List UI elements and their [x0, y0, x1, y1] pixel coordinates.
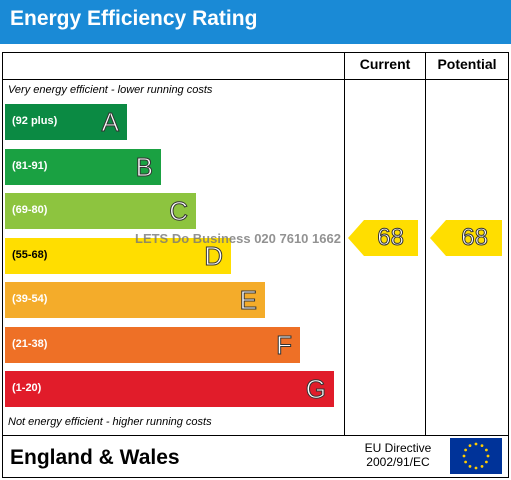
potential-rating-arrow	[430, 220, 502, 256]
band-range-label: (92 plus)	[12, 115, 58, 127]
current-arrow-shape	[348, 220, 418, 256]
band-range-label: (1-20)	[12, 382, 42, 394]
eu-star	[462, 454, 466, 458]
band-a: (92 plus) A	[5, 104, 127, 140]
band-letter: C	[169, 196, 189, 227]
eu-directive-line1: EU Directive	[364, 441, 432, 455]
current-rating-value: 68	[377, 224, 405, 252]
eu-star	[480, 444, 484, 448]
eu-star	[480, 464, 484, 468]
band-d: (55-68) D	[5, 237, 231, 274]
band-letter: F	[276, 329, 293, 360]
band-letter: D	[204, 240, 224, 271]
band-range-label: (55-68)	[12, 248, 48, 261]
potential-rating-value: 68	[461, 224, 489, 252]
eu-directive-line2: 2002/91/EC	[366, 455, 430, 469]
header-row-divider	[2, 79, 509, 80]
eu-star	[484, 448, 488, 452]
band-g: (1-20) G	[5, 371, 334, 407]
page-title: Energy Efficiency Rating	[10, 7, 258, 30]
band-letter: E	[239, 285, 257, 316]
band-letter: B	[135, 151, 153, 182]
note-bottom: Not energy efficient - higher running co…	[8, 416, 212, 428]
header-bar: Energy Efficiency Rating	[0, 0, 511, 44]
rating-frame	[2, 52, 509, 478]
column-header-potential: Potential	[437, 56, 497, 72]
region-label: England & Wales	[10, 446, 180, 469]
current-rating-arrow	[348, 220, 418, 256]
eu-star	[486, 454, 490, 458]
eu-directive: EU Directive 2002/91/EC	[350, 441, 446, 469]
band-letter: G	[305, 374, 326, 405]
eu-star	[464, 460, 468, 464]
eu-flag-icon	[450, 438, 502, 474]
band-e: (39-54) E	[5, 282, 265, 318]
band-b: (81-91) B	[5, 148, 161, 185]
column-divider-current	[344, 52, 345, 435]
band-c: (69-80) C	[5, 193, 196, 229]
eu-star	[474, 466, 478, 470]
band-range-label: (81-91)	[12, 159, 48, 172]
eu-star	[484, 460, 488, 464]
eu-star	[468, 464, 472, 468]
footer-row-divider	[2, 435, 509, 436]
column-divider-potential	[425, 52, 426, 435]
eu-star	[464, 448, 468, 452]
note-top: Very energy efficient - lower running co…	[8, 84, 213, 96]
column-header-current: Current	[359, 56, 411, 72]
band-range-label: (39-54)	[12, 293, 48, 305]
band-f: (21-38) F	[5, 326, 300, 363]
band-range-label: (69-80)	[12, 204, 48, 216]
watermark-text: LETS Do Business 020 7610 1662	[135, 231, 341, 246]
eu-star	[468, 444, 472, 448]
band-range-label: (21-38)	[12, 337, 48, 350]
eu-star	[474, 442, 478, 446]
potential-arrow-shape	[430, 220, 502, 256]
band-letter: A	[101, 107, 119, 138]
